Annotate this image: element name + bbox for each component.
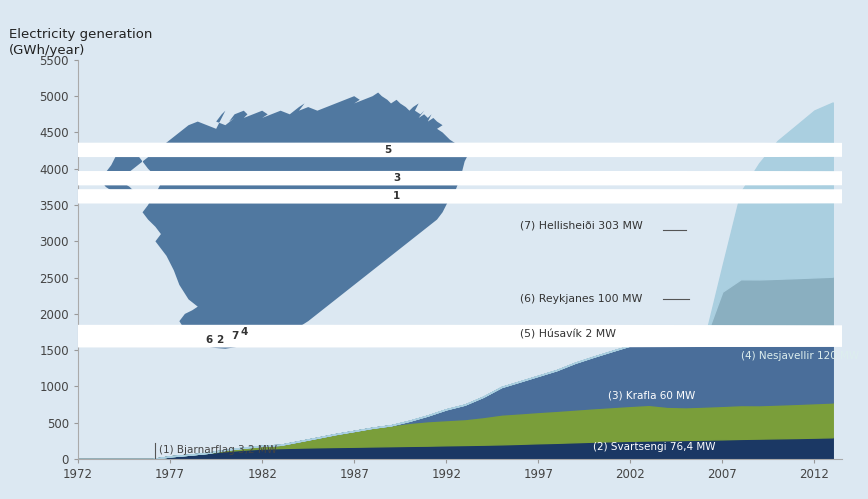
Text: (3) Krafla 60 MW: (3) Krafla 60 MW	[608, 391, 695, 401]
Circle shape	[0, 143, 868, 157]
Text: (1) Bjarnarflag 3,2 MW: (1) Bjarnarflag 3,2 MW	[159, 445, 277, 455]
Text: 2: 2	[216, 335, 223, 345]
Text: Electricity generation
(GWh/year): Electricity generation (GWh/year)	[10, 28, 153, 57]
Text: 6: 6	[205, 335, 213, 345]
Circle shape	[0, 328, 868, 343]
Text: 7: 7	[231, 331, 238, 341]
Text: (7) Hellisheiði 303 MW: (7) Hellisheiði 303 MW	[520, 221, 642, 231]
Text: (6) Reykjanes 100 MW: (6) Reykjanes 100 MW	[520, 294, 642, 304]
Text: (2) Svartsengi 76,4 MW: (2) Svartsengi 76,4 MW	[594, 442, 716, 452]
Circle shape	[0, 333, 868, 347]
Text: (4) Nesjavellir 120 MW: (4) Nesjavellir 120 MW	[740, 351, 858, 361]
Polygon shape	[100, 92, 469, 349]
Circle shape	[0, 189, 868, 204]
Text: 1: 1	[393, 191, 400, 201]
Circle shape	[0, 333, 868, 347]
Circle shape	[0, 171, 868, 186]
Circle shape	[0, 325, 868, 339]
Text: (5) Húsavík 2 MW: (5) Húsavík 2 MW	[520, 329, 616, 339]
Text: 5: 5	[384, 145, 391, 155]
Text: 3: 3	[393, 173, 400, 183]
Text: 4: 4	[240, 327, 247, 337]
